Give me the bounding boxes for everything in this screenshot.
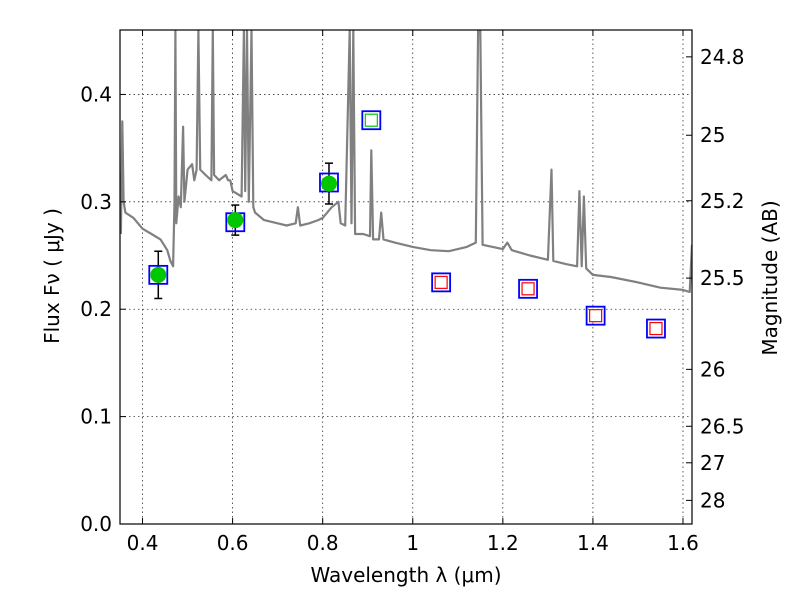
x-tick-label: 1.2 (487, 531, 519, 555)
y-tick-label: 0.1 (80, 405, 112, 429)
y-tick-label: 0.3 (80, 190, 112, 214)
x-tick-label: 0.4 (127, 531, 159, 555)
y2-tick-label: 25 (700, 123, 725, 147)
x-tick-label: 1.4 (577, 531, 609, 555)
spectrum-line (120, 30, 692, 294)
upper-limit-square (521, 282, 535, 296)
model-photometry-square (646, 318, 666, 339)
y2-axis-title: Magnitude (AB) (758, 200, 782, 355)
plot-frame (119, 29, 693, 525)
x-axis-title: Wavelength λ (μm) (310, 563, 501, 587)
photometry-point (320, 175, 337, 192)
model-photometry-square (148, 264, 169, 285)
x-tick-label: 0.6 (217, 531, 249, 555)
y-axis-title: Flux Fν ( μJy ) (40, 208, 64, 344)
upper-limit-square (649, 321, 663, 336)
tick-labels: 0.4 0.6 0.8 1 1.2 1.4 1.6 0.0 0.1 0.2 0.3 0.4 24.8 25… (80, 45, 744, 555)
y-tick-label: 0.0 (80, 512, 112, 536)
y2-tick-label: 28 (700, 488, 725, 512)
x-tick-label: 0.8 (307, 531, 339, 555)
upper-limit-square (589, 309, 603, 323)
photometry-point (227, 212, 244, 229)
upper-limit-square (434, 275, 448, 289)
y2-tick-label: 26 (700, 357, 725, 381)
photometry-point (150, 266, 167, 283)
y-tick-label: 0.4 (80, 82, 112, 106)
x-tick-label: 1.6 (667, 531, 699, 555)
model-photometry-square (518, 278, 538, 299)
model-photometry-square (361, 110, 382, 131)
model-photometry-square (431, 272, 452, 293)
upper-limit-square (364, 113, 378, 127)
model-photometry-square (585, 305, 606, 326)
y2-tick-label: 25.5 (700, 266, 745, 290)
photometry-points (148, 110, 666, 339)
y2-tick-label: 26.5 (700, 414, 745, 438)
y2-tick-label: 24.8 (700, 45, 745, 69)
y-tick-label: 0.2 (80, 297, 112, 321)
axis-ticks (120, 30, 692, 525)
model-spectrum (120, 30, 692, 294)
y2-tick-label: 27 (700, 451, 725, 475)
grid-lines (120, 30, 692, 524)
x-tick-label: 1 (406, 531, 419, 555)
y2-tick-label: 25.2 (700, 189, 745, 213)
